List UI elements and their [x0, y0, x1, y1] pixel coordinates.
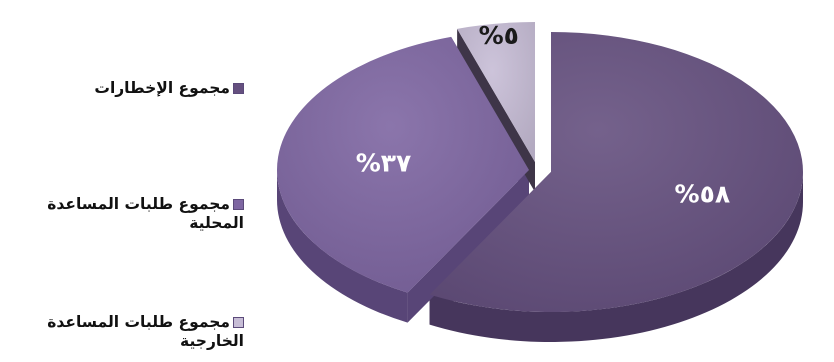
legend-swatch-foreign-assistance: [233, 317, 244, 328]
legend-label-notifications: مجموع الإخطارات: [94, 79, 230, 97]
legend-item-notifications: مجموع الإخطارات: [4, 78, 244, 97]
legend-label-foreign-assistance: مجموع طلبات المساعدة الخارجية: [47, 313, 244, 350]
slice-label-foreign-assistance: %٥: [479, 21, 519, 50]
legend-item-local-assistance: مجموع طلبات المساعدة المحلية: [4, 194, 244, 232]
legend-label-local-assistance: مجموع طلبات المساعدة المحلية: [47, 195, 244, 232]
chart-legend: مجموع الإخطارات مجموع طلبات المساعدة الم…: [0, 0, 250, 362]
legend-swatch-notifications: [233, 83, 244, 94]
slice-labels: %٥٨ %٣٧ %٥: [356, 21, 730, 209]
slice-label-notifications: %٥٨: [675, 180, 731, 209]
slice-label-local-assistance: %٣٧: [356, 148, 412, 177]
pie-slices: %٥٨ %٣٧ %٥: [277, 21, 804, 342]
legend-swatch-local-assistance: [233, 199, 244, 210]
legend-item-foreign-assistance: مجموع طلبات المساعدة الخارجية: [4, 312, 244, 350]
pie-chart: %٥٨ %٣٧ %٥: [277, 21, 804, 342]
